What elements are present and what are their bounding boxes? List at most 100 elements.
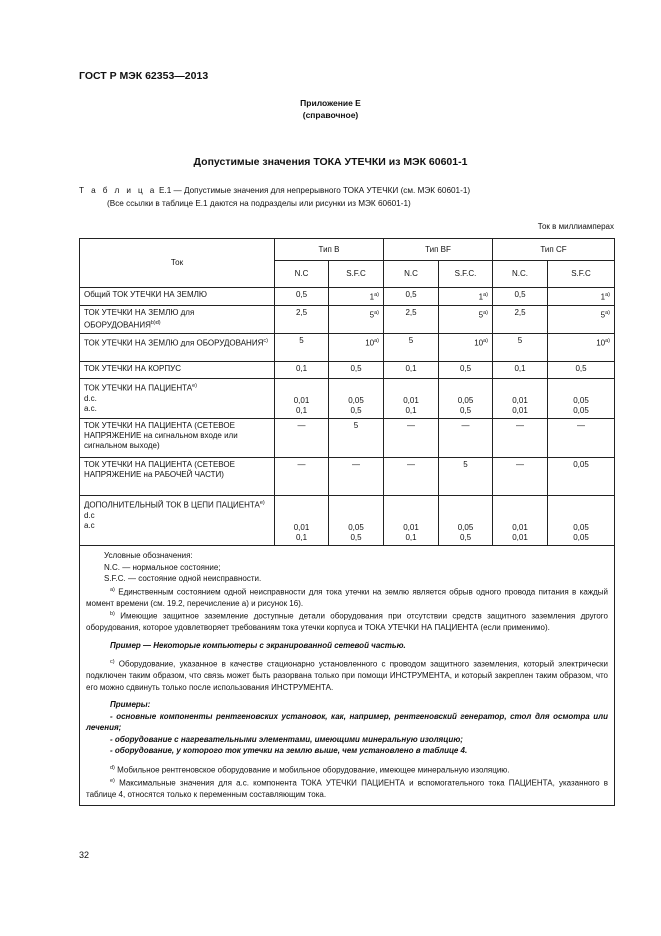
value-cell: 0,01 0,1 bbox=[274, 378, 329, 419]
subheader-cell: S.F.C. bbox=[438, 260, 493, 288]
row-label: ТОК УТЕЧКИ НА КОРПУС bbox=[79, 361, 275, 379]
value-cell: 1a) bbox=[438, 287, 493, 306]
table-row: ДОПОЛНИТЕЛЬНЫЙ ТОК В ЦЕПИ ПАЦИЕНТАe) d.c a… bbox=[79, 495, 616, 546]
value-cell: 2,5 bbox=[492, 305, 548, 334]
caption-label: Т а б л и ц а bbox=[79, 186, 157, 195]
value-cell: 10a) bbox=[438, 333, 493, 362]
row-label: ТОК УТЕЧКИ НА ПАЦИЕНТАe) d.c. a.c. bbox=[79, 378, 275, 419]
value-cell: — bbox=[274, 418, 329, 458]
table-row: ТОК УТЕЧКИ НА ПАЦИЕНТА (СЕТЕВОЕ НАПРЯЖЕН… bbox=[79, 418, 616, 458]
row-label: ТОК УТЕЧКИ НА ЗЕМЛЮ для ОБОРУДОВАНИЯc) bbox=[79, 333, 275, 362]
leakage-table: Ток Тип В Тип BF Тип CF N.C S.F.C N.C S.F.C… bbox=[78, 238, 616, 806]
value-cell: 0,05 bbox=[546, 457, 616, 496]
table-row: ТОК УТЕЧКИ НА ПАЦИЕНТА (СЕТЕВОЕ НАПРЯЖЕН… bbox=[79, 457, 616, 496]
value-cell: 0,05 0,05 bbox=[546, 495, 616, 546]
value-cell: 0,5 bbox=[328, 361, 384, 379]
value-cell: — bbox=[492, 457, 548, 496]
table-notes: Условные обозначения: N.C. — нормальное … bbox=[78, 545, 616, 806]
examples-title: Примеры: bbox=[110, 700, 151, 710]
value-cell: 0,05 0,5 bbox=[438, 378, 493, 419]
value-cell: 0,01 0,1 bbox=[274, 495, 329, 546]
header-type-b: Тип В bbox=[274, 238, 384, 261]
value-cell: — bbox=[438, 418, 493, 458]
value-cell: 0,1 bbox=[383, 361, 439, 379]
value-cell: 2,5 bbox=[383, 305, 439, 334]
value-cell: 5a) bbox=[438, 305, 493, 334]
example-3: - оборудование, у которого ток утечки на… bbox=[110, 746, 468, 756]
table-row: ТОК УТЕЧКИ НА ПАЦИЕНТАe) d.c. a.c. 0,01 0,1… bbox=[79, 378, 616, 419]
row-label: ТОК УТЕЧКИ НА ЗЕМЛЮ для ОБОРУДОВАНИЯb)d) bbox=[79, 305, 275, 334]
value-cell: 0,05 0,05 bbox=[546, 378, 616, 419]
value-cell: 5a) bbox=[546, 305, 616, 334]
subheader-cell: S.F.C bbox=[546, 260, 616, 288]
appendix-note: (справочное) bbox=[302, 110, 359, 120]
standard-header: ГОСТ Р МЭК 62353—2013 bbox=[79, 70, 209, 82]
value-cell: 5 bbox=[328, 418, 384, 458]
value-cell: 0,01 0,1 bbox=[383, 378, 439, 419]
value-cell: 0,05 0,5 bbox=[328, 495, 384, 546]
value-cell: 0,5 bbox=[492, 287, 548, 306]
subheader-cell: S.F.C bbox=[328, 260, 384, 288]
value-cell: 0,05 0,5 bbox=[438, 495, 493, 546]
value-cell: — bbox=[383, 418, 439, 458]
value-cell: 0,05 0,5 bbox=[328, 378, 384, 419]
table-row: ТОК УТЕЧКИ НА КОРПУС 0,1 0,5 0,1 0,5 0,1 0,5 bbox=[79, 361, 616, 379]
footnote-b: b) Имеющие защитное заземление доступные… bbox=[86, 611, 609, 633]
value-cell: 5 bbox=[492, 333, 548, 362]
legend-title: Условные обозначения: bbox=[104, 551, 193, 560]
table-row: ТОК УТЕЧКИ НА ЗЕМЛЮ для ОБОРУДОВАНИЯc) 5 1… bbox=[79, 333, 616, 362]
legend-sfc: S.F.C. — состояние одной неисправности. bbox=[104, 574, 262, 583]
subheader-cell: N.C bbox=[383, 260, 439, 288]
header-type-cf: Тип CF bbox=[491, 238, 616, 261]
row-label: ТОК УТЕЧКИ НА ПАЦИЕНТА (СЕТЕВОЕ НАПРЯЖЕН… bbox=[79, 418, 275, 458]
value-cell: 0,01 0,1 bbox=[383, 495, 439, 546]
row-sublabel: d.c. bbox=[84, 393, 97, 403]
value-cell: — bbox=[492, 418, 548, 458]
value-cell: 0,1 bbox=[492, 361, 548, 379]
value-cell: 5 bbox=[383, 333, 439, 362]
value-cell: 10a) bbox=[328, 333, 384, 362]
footnote-c: c) Оборудование, указанное в качестве ст… bbox=[86, 659, 609, 692]
value-cell: 10a) bbox=[546, 333, 616, 362]
value-cell: 0,5 bbox=[546, 361, 616, 379]
row-sublabel: a.c. bbox=[84, 403, 97, 413]
row-sublabel: d.c bbox=[84, 510, 95, 520]
value-cell: 0,5 bbox=[383, 287, 439, 306]
table-row: ТОК УТЕЧКИ НА ЗЕМЛЮ для ОБОРУДОВАНИЯb)d)… bbox=[79, 305, 616, 334]
value-cell: 0,01 0,01 bbox=[492, 495, 548, 546]
value-cell: — bbox=[383, 457, 439, 496]
footnote-d: d) Мобильное рентгеновское оборудование … bbox=[110, 764, 510, 775]
example-1: - основные компоненты рентгеновских уста… bbox=[86, 711, 609, 733]
legend-nc: N.C. — нормальное состояние; bbox=[104, 562, 221, 572]
value-cell: 5a) bbox=[328, 305, 384, 334]
row-label: ТОК УТЕЧКИ НА ПАЦИЕНТА (СЕТЕВОЕ НАПРЯЖЕН… bbox=[79, 457, 275, 496]
value-cell: 0,1 bbox=[274, 361, 329, 379]
value-cell: 2,5 bbox=[274, 305, 329, 334]
subheader-cell: N.C. bbox=[492, 260, 548, 288]
example-2: - оборудование с нагревательными элемент… bbox=[110, 734, 463, 744]
section-title: Допустимые значения ТОКА УТЕЧКИ из МЭК 6… bbox=[193, 156, 468, 168]
unit-label: Ток в миллиамперах bbox=[537, 222, 614, 231]
footnote-e: e) Максимальные значения для а.с. компон… bbox=[86, 778, 609, 800]
header-type-bf: Тип BF bbox=[383, 238, 493, 261]
table-caption: Т а б л и ц а Е.1 — Допустимые значения … bbox=[79, 184, 470, 210]
row-label: ДОПОЛНИТЕЛЬНЫЙ ТОК В ЦЕПИ ПАЦИЕНТАe) d.c a… bbox=[79, 495, 275, 546]
value-cell: 1a) bbox=[546, 287, 616, 306]
value-cell: 1a) bbox=[328, 287, 384, 306]
value-cell: 0,01 0,01 bbox=[492, 378, 548, 419]
subheader-cell: N.C bbox=[274, 260, 329, 288]
value-cell: 5 bbox=[438, 457, 493, 496]
row-sublabel: a.c bbox=[84, 520, 95, 530]
page-number: 32 bbox=[79, 850, 90, 860]
value-cell: — bbox=[328, 457, 384, 496]
footnote-a: a) Единственным состоянием одной неиспра… bbox=[86, 586, 609, 608]
row-label: Общий ТОК УТЕЧКИ НА ЗЕМЛЮ bbox=[79, 287, 275, 306]
value-cell: — bbox=[274, 457, 329, 496]
value-cell: 0,5 bbox=[274, 287, 329, 306]
header-current: Ток bbox=[79, 238, 275, 288]
value-cell: 5 bbox=[274, 333, 329, 362]
table-row: Общий ТОК УТЕЧКИ НА ЗЕМЛЮ 0,5 1a) 0,5 1a) 0,5… bbox=[79, 287, 616, 306]
caption-line2: (Все ссылки в таблице Е.1 даются на подр… bbox=[107, 199, 411, 208]
value-cell: — bbox=[546, 418, 616, 458]
